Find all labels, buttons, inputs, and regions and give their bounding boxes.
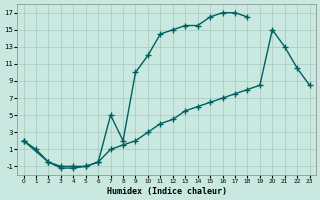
X-axis label: Humidex (Indice chaleur): Humidex (Indice chaleur) [107, 187, 227, 196]
